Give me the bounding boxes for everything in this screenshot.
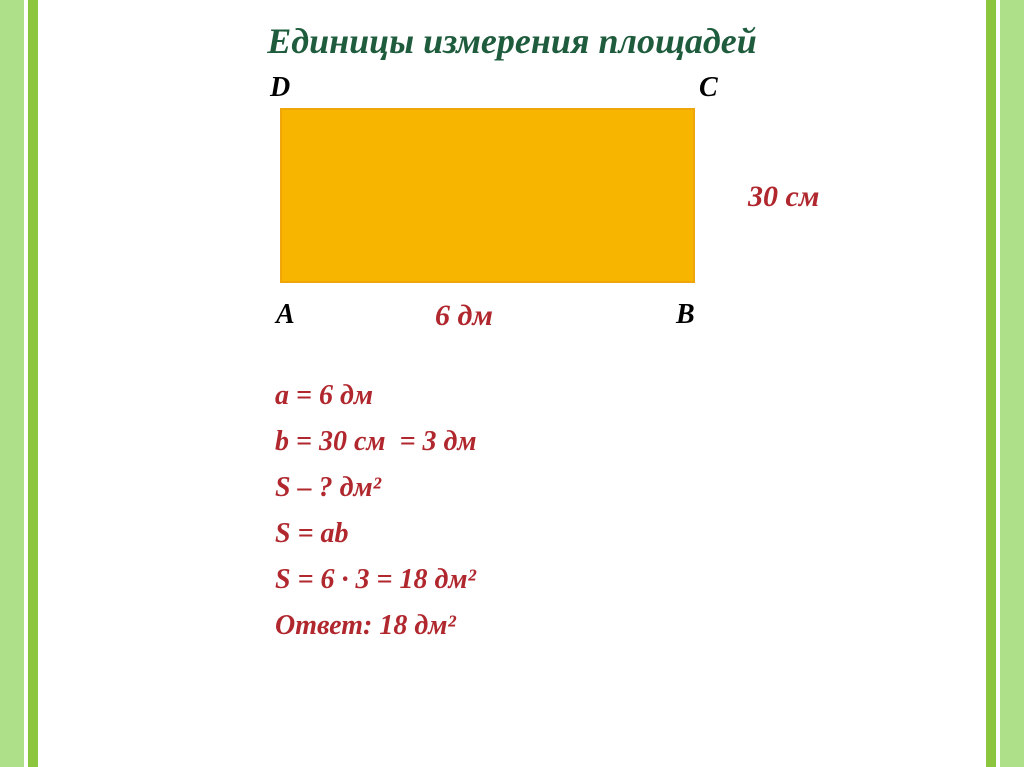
stripe-left-inner (28, 0, 38, 767)
solution-block: a = 6 дм b = 30 см = 3 дм S – ? дм² S = … (275, 380, 477, 656)
stripe-right-inner (986, 0, 996, 767)
vertex-c-label: C (699, 72, 718, 104)
vertex-b-label: B (676, 299, 695, 331)
solution-line-6: Ответ: 18 дм² (275, 610, 477, 642)
solution-line-2: b = 30 см = 3 дм (275, 426, 477, 458)
stripe-left-outer (0, 0, 24, 767)
side-ab-label: 6 дм (435, 299, 493, 333)
vertex-a-label: A (276, 299, 295, 331)
vertex-d-label: D (270, 72, 290, 104)
solution-line-2b: = 3 дм (400, 426, 477, 457)
stripe-right-outer (1000, 0, 1024, 767)
side-bc-label: 30 см (748, 180, 819, 214)
solution-line-3: S – ? дм² (275, 472, 477, 504)
slide-title: Единицы измерения площадей (0, 20, 1024, 62)
solution-line-2a: b = 30 см (275, 426, 386, 457)
rectangle-abcd (280, 108, 695, 283)
solution-line-4: S = ab (275, 518, 477, 550)
solution-line-1: a = 6 дм (275, 380, 477, 412)
solution-line-5: S = 6 · 3 = 18 дм² (275, 564, 477, 596)
